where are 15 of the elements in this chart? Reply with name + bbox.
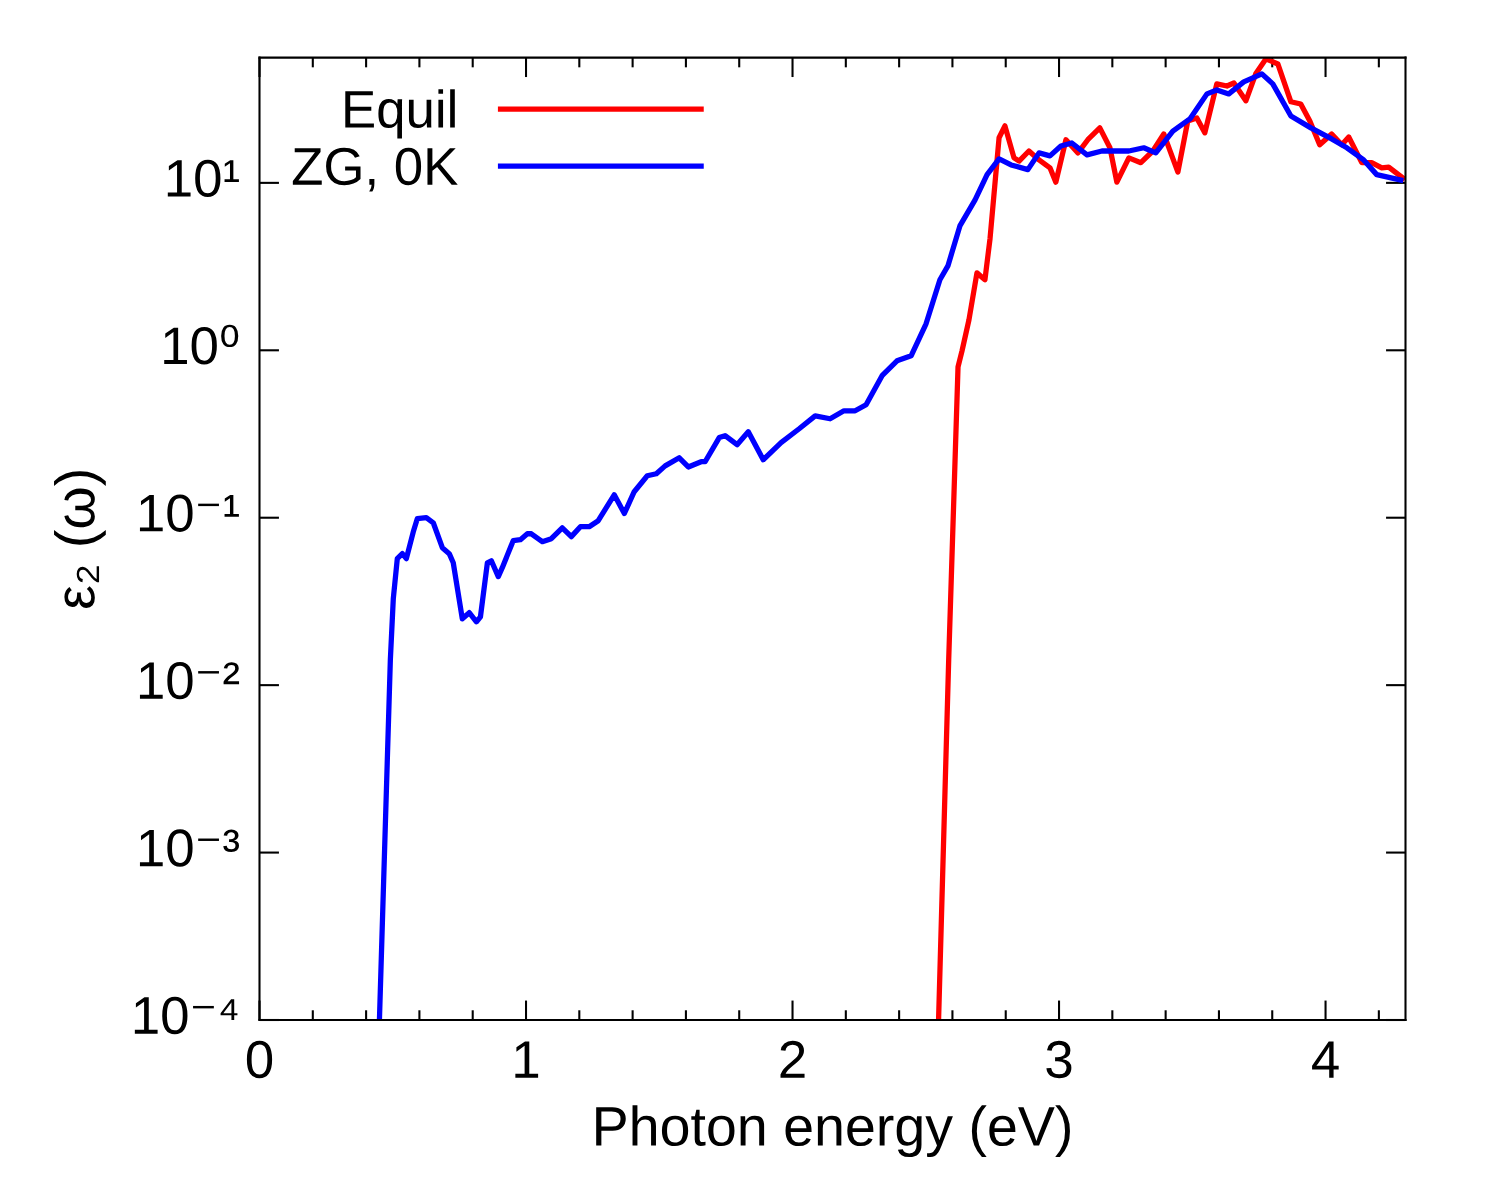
y-tick-label: 10⁻³: [139, 829, 240, 867]
x-tick-label: 4: [1312, 1041, 1339, 1078]
x-tick-label: 2: [780, 1040, 805, 1078]
y-tick-label: 10⁰: [164, 324, 239, 365]
legend-label: Equil: [345, 89, 455, 139]
x-tick-label: 3: [1046, 1040, 1072, 1079]
x-tick-label: 0: [246, 1040, 273, 1079]
y-axis-title: ε₂ (ω): [54, 471, 106, 608]
legend-label: ZG, 0K: [292, 147, 458, 192]
y-tick-label: 10⁻²: [139, 661, 240, 700]
y-tick-label: 10⁻¹: [139, 494, 239, 532]
x-axis-title: Photon energy (eV): [596, 1105, 1070, 1158]
y-tick-label: 10¹: [167, 159, 239, 198]
x-tick-label: 1: [515, 1041, 539, 1078]
y-tick-label: 10⁻⁴: [134, 996, 238, 1035]
